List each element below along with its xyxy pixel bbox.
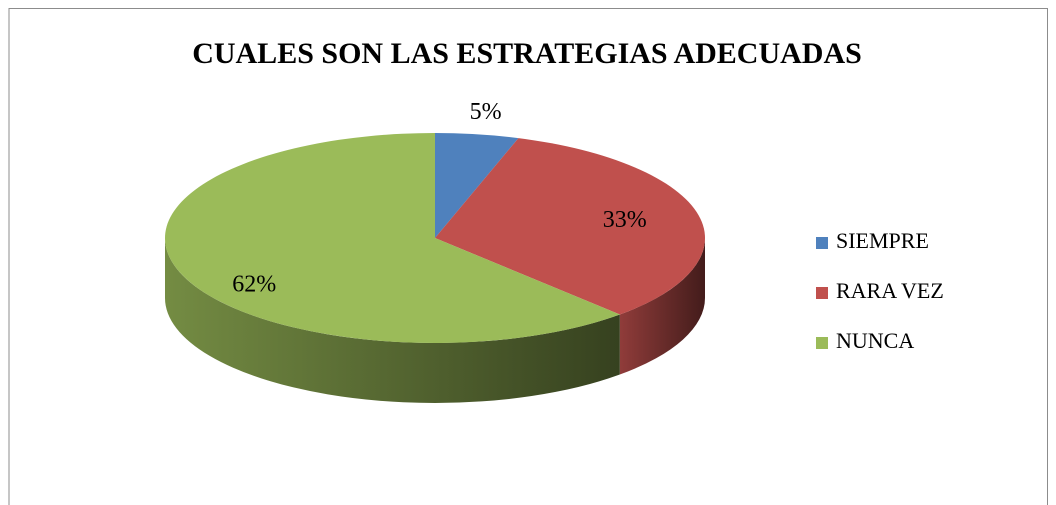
data-label: 33% <box>603 207 647 233</box>
chart-frame <box>8 8 1048 505</box>
legend-label: RARA VEZ <box>836 278 944 303</box>
slice <box>435 133 519 238</box>
legend-swatch <box>816 287 828 299</box>
slice-side <box>165 238 620 403</box>
data-label: 62% <box>232 271 276 297</box>
slice-side <box>619 238 705 375</box>
legend-swatch <box>816 237 828 249</box>
slice <box>165 133 620 344</box>
chart-title: CUALES SON LAS ESTRATEGIAS ADECUADAS <box>192 37 862 70</box>
legend-label: SIEMPRE <box>836 228 929 253</box>
legend-label: NUNCA <box>836 328 914 353</box>
legend-swatch <box>816 337 828 349</box>
data-label: 5% <box>470 99 502 125</box>
slice <box>435 138 705 315</box>
